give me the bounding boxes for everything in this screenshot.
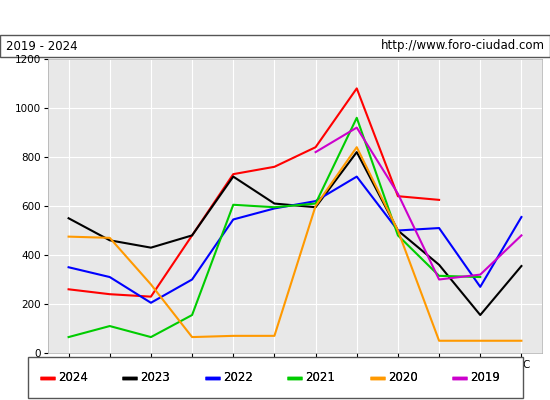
Text: 2019: 2019 (470, 371, 500, 384)
Text: http://www.foro-ciudad.com: http://www.foro-ciudad.com (381, 40, 544, 52)
Text: 2024: 2024 (58, 371, 88, 384)
Text: 2023: 2023 (141, 371, 170, 384)
Text: 2024: 2024 (58, 371, 88, 384)
Text: 2020: 2020 (388, 371, 418, 384)
Text: 2021: 2021 (306, 371, 336, 384)
Text: 2020: 2020 (388, 371, 418, 384)
Text: 2022: 2022 (223, 371, 253, 384)
Text: 2019 - 2024: 2019 - 2024 (6, 40, 77, 52)
Text: Evolucion Nº Turistas Nacionales en el municipio de Grañón: Evolucion Nº Turistas Nacionales en el m… (68, 10, 482, 25)
Text: 2019: 2019 (470, 371, 500, 384)
Text: 2023: 2023 (141, 371, 170, 384)
Text: 2021: 2021 (306, 371, 336, 384)
Text: 2022: 2022 (223, 371, 253, 384)
